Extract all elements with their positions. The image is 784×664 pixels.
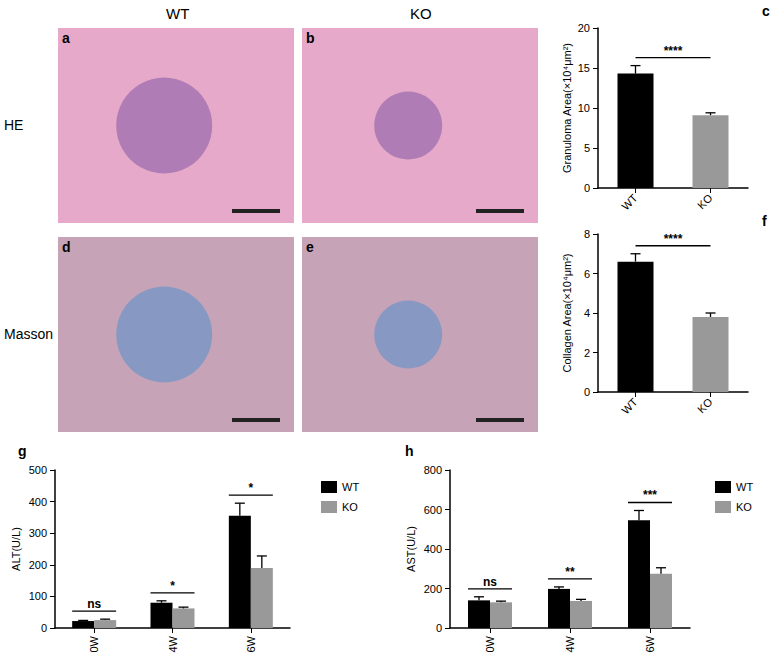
- svg-text:10: 10: [578, 102, 590, 114]
- svg-text:a: a: [62, 30, 70, 46]
- svg-text:KO: KO: [342, 501, 358, 513]
- svg-text:KO: KO: [695, 395, 715, 415]
- svg-text:0W: 0W: [88, 635, 100, 652]
- svg-text:0: 0: [584, 182, 590, 194]
- svg-text:800: 800: [424, 464, 442, 476]
- svg-text:**: **: [565, 565, 575, 579]
- svg-text:WT: WT: [342, 481, 359, 493]
- svg-text:KO: KO: [410, 5, 432, 22]
- svg-text:***: ***: [643, 488, 657, 502]
- svg-text:f: f: [762, 213, 767, 229]
- svg-text:400: 400: [29, 496, 47, 508]
- svg-text:h: h: [405, 443, 414, 459]
- svg-text:****: ****: [664, 232, 683, 246]
- svg-text:6: 6: [584, 268, 590, 280]
- svg-text:4W: 4W: [564, 635, 576, 652]
- svg-text:****: ****: [664, 44, 683, 58]
- svg-text:*: *: [248, 481, 253, 495]
- svg-text:0: 0: [41, 622, 47, 634]
- svg-text:100: 100: [29, 590, 47, 602]
- svg-text:ns: ns: [483, 575, 497, 589]
- svg-text:6W: 6W: [644, 635, 656, 652]
- svg-text:b: b: [306, 30, 315, 46]
- svg-text:KO: KO: [695, 191, 715, 211]
- svg-text:20: 20: [578, 22, 590, 34]
- svg-text:5: 5: [584, 142, 590, 154]
- svg-text:d: d: [62, 239, 71, 255]
- svg-text:AST(U/L): AST(U/L): [405, 526, 417, 572]
- svg-text:6W: 6W: [245, 635, 257, 652]
- svg-text:4: 4: [584, 307, 590, 319]
- svg-text:WT: WT: [166, 5, 189, 22]
- svg-text:WT: WT: [736, 481, 753, 493]
- svg-text:g: g: [18, 443, 27, 459]
- svg-text:e: e: [306, 239, 314, 255]
- svg-text:200: 200: [29, 559, 47, 571]
- svg-text:2: 2: [584, 347, 590, 359]
- svg-text:0: 0: [584, 386, 590, 398]
- svg-text:Masson: Masson: [4, 326, 53, 342]
- svg-text:0W: 0W: [484, 635, 496, 652]
- svg-text:ALT(U/L): ALT(U/L): [10, 527, 22, 571]
- svg-text:200: 200: [424, 583, 442, 595]
- svg-text:300: 300: [29, 527, 47, 539]
- svg-text:500: 500: [29, 464, 47, 476]
- svg-text:ns: ns: [87, 597, 101, 611]
- svg-text:400: 400: [424, 543, 442, 555]
- svg-text:4W: 4W: [167, 635, 179, 652]
- svg-text:Granuloma Area(×10⁴μm²): Granuloma Area(×10⁴μm²): [561, 43, 573, 173]
- svg-text:KO: KO: [736, 501, 752, 513]
- svg-text:15: 15: [578, 62, 590, 74]
- svg-text:8: 8: [584, 228, 590, 240]
- svg-text:0: 0: [436, 622, 442, 634]
- svg-text:Collagen Area(×10⁴μm²): Collagen Area(×10⁴μm²): [561, 254, 573, 373]
- svg-text:c: c: [762, 3, 770, 19]
- svg-text:600: 600: [424, 504, 442, 516]
- svg-text:HE: HE: [4, 117, 23, 133]
- svg-text:WT: WT: [619, 192, 640, 213]
- svg-text:*: *: [170, 579, 175, 593]
- svg-text:WT: WT: [619, 396, 640, 417]
